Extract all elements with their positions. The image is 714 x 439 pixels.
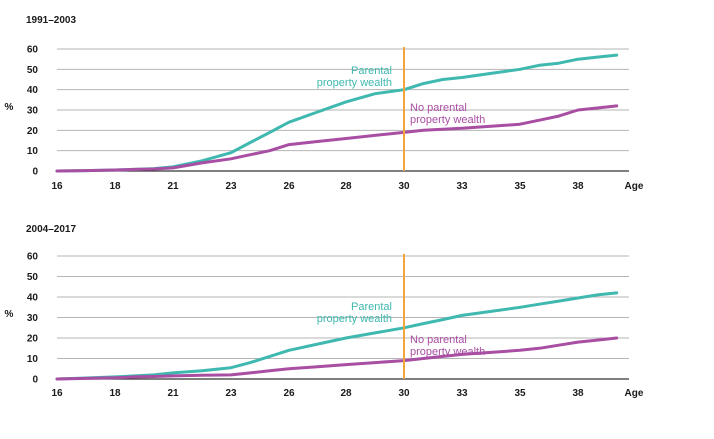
y-tick-label: 20 <box>27 126 39 137</box>
y-axis-label: % <box>5 309 14 320</box>
x-axis-unit-label: Age <box>625 181 644 192</box>
x-tick-label: 30 <box>398 388 410 399</box>
y-tick-label: 20 <box>27 334 39 345</box>
x-tick-label: 33 <box>456 181 468 192</box>
x-tick-label: 21 <box>167 181 179 192</box>
y-tick-label: 30 <box>27 106 39 117</box>
series-label-line: property wealth <box>317 77 392 89</box>
series-label-no-parental: No parental property wealth <box>410 334 485 358</box>
series-label-line: Parental <box>351 65 392 77</box>
series-label-line: property wealth <box>410 114 485 126</box>
x-tick-label: 26 <box>283 388 295 399</box>
x-tick-label: 28 <box>340 388 352 399</box>
y-tick-label: 40 <box>27 85 39 96</box>
x-tick-label: 23 <box>225 181 237 192</box>
y-tick-label: 60 <box>27 45 39 56</box>
y-tick-label: 0 <box>32 167 38 178</box>
x-tick-label: 28 <box>340 181 352 192</box>
y-tick-label: 0 <box>32 375 38 386</box>
y-tick-label: 40 <box>27 293 39 304</box>
series-line-no-parental <box>55 104 619 173</box>
y-tick-label: 30 <box>27 313 39 324</box>
series-label-no-parental: No parental property wealth <box>410 102 485 126</box>
x-tick-label: 38 <box>572 181 584 192</box>
series-label-parental: Parental property wealth <box>317 65 392 89</box>
chart-panel-1: 1991–2003 0 10 20 30 40 50 60% 16 18 21 23 26 28 30 33 3… <box>5 15 644 192</box>
series-label-line: property wealth <box>317 313 392 325</box>
x-tick-label: 33 <box>456 388 468 399</box>
x-tick-label: 30 <box>398 181 410 192</box>
x-tick-label: 16 <box>51 181 63 192</box>
series-label-line: Parental <box>351 301 392 313</box>
x-tick-label: 35 <box>514 388 526 399</box>
y-tick-label: 50 <box>27 65 39 76</box>
series-line-parental <box>55 291 619 381</box>
y-tick-label: 10 <box>27 146 39 157</box>
y-tick-label: 10 <box>27 354 39 365</box>
series-label-line: property wealth <box>410 346 485 358</box>
x-tick-label: 18 <box>109 181 121 192</box>
x-tick-label: 35 <box>514 181 526 192</box>
y-tick-label: 60 <box>27 252 39 263</box>
chart-title: 1991–2003 <box>26 15 76 26</box>
x-tick-label: 21 <box>167 388 179 399</box>
x-tick-label: 18 <box>109 388 121 399</box>
x-tick-label: 23 <box>225 388 237 399</box>
x-axis-unit-label: Age <box>625 388 644 399</box>
y-axis-label: % <box>5 102 14 113</box>
series-label-line: No parental <box>410 102 467 114</box>
series-label-line: No parental <box>410 334 467 346</box>
x-tick-label: 26 <box>283 181 295 192</box>
series-line-parental <box>55 53 619 173</box>
chart-title: 2004–2017 <box>26 224 76 235</box>
chart-panel-2: 2004–2017 0 10 20 30 40 50 60% 16 18 21 23 26 28 30 33 3… <box>5 224 644 399</box>
x-tick-label: 38 <box>572 388 584 399</box>
series-line-no-parental <box>55 336 619 381</box>
x-tick-label: 16 <box>51 388 63 399</box>
y-tick-label: 50 <box>27 272 39 283</box>
series-label-parental: Parental property wealth <box>317 301 392 325</box>
